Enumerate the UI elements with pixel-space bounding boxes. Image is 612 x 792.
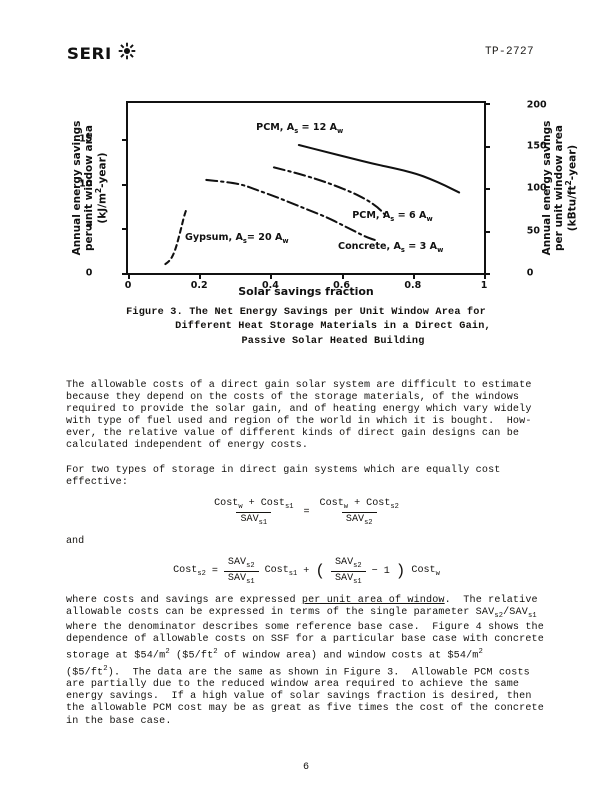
xtick-label-06: 0.6 <box>333 279 351 291</box>
curve-0 <box>297 144 461 194</box>
chart: 0 5 10 15 0 50 100 150 200 <box>0 92 612 298</box>
figure-3: 0 5 10 15 0 50 100 150 200 <box>0 92 612 298</box>
xtick-label-0: 0 <box>124 279 132 291</box>
equation-2-fraction-2: SAVs2 SAVs1 <box>330 557 366 586</box>
equation-2-rparen: ) <box>395 562 406 581</box>
xtick-0 <box>128 273 130 279</box>
curve-2 <box>205 178 379 242</box>
curve-label-pcm-6: PCM, As = 6 Aw <box>352 210 433 223</box>
curve-label-gypsum-text: Gypsum, A <box>184 232 243 244</box>
equation-2-minus-one: − 1 <box>371 565 390 577</box>
xtick-label-02: 0.2 <box>190 279 208 291</box>
ytick-10 <box>122 183 128 186</box>
ytick-right-150 <box>484 145 490 148</box>
paragraph-spacer-1 <box>66 453 547 465</box>
xtick-02 <box>199 273 202 279</box>
figure-caption-line2: Different Heat Storage Materials in a Di… <box>175 321 491 333</box>
xtick-04 <box>270 273 273 279</box>
ytick-right-0 <box>484 273 490 275</box>
curve-1 <box>272 166 386 215</box>
seri-logo-text: SERI <box>66 44 112 63</box>
plot-frame: 0 5 10 15 0 50 100 150 200 <box>71 100 579 298</box>
curve-3 <box>164 206 189 266</box>
ytick-5 <box>122 228 128 231</box>
xtick-1 <box>484 273 486 279</box>
equation-1-equals: = <box>303 506 310 518</box>
equation-1-left-denominator: SAVs1 <box>236 511 272 527</box>
figure-caption-line3: Passive Solar Heated Building <box>241 335 425 347</box>
ytick-right-label-50: 50 <box>526 225 540 236</box>
document-number: TP-2727 <box>484 46 534 58</box>
ytick-right-label-150: 150 <box>526 140 547 151</box>
equation-2-equals: = <box>211 565 218 577</box>
ytick-right-200 <box>484 103 490 105</box>
equation-2-lparen: ( <box>315 562 325 581</box>
ytick-right-label-200: 200 <box>526 99 547 111</box>
page-number: 6 <box>302 762 310 773</box>
curve-label-gypsum: Gypsum, As= 20 Aw <box>184 232 289 246</box>
equation-2: Costs2 = SAVs2 SAVs1 Costs1 + ( SAVs2 SA… <box>66 557 547 586</box>
y-axis-title-right: Annual energy savings per unit window are… <box>540 120 579 256</box>
xtick-label-04: 0.4 <box>261 279 279 291</box>
xtick-label-1: 1 <box>480 279 488 291</box>
curve-label-concrete-text: Concrete, A <box>338 240 401 252</box>
and-connector: and <box>66 535 85 547</box>
curve-label-concrete: Concrete, As = 3 Aw <box>338 240 444 254</box>
ytick-0 <box>122 273 128 275</box>
ytick-right-label-0: 0 <box>526 267 534 279</box>
page-header: SERI TP-2727 <box>0 22 612 63</box>
chart-curves <box>164 144 461 266</box>
body-text: The allowable costs of a direct gain sol… <box>66 380 547 728</box>
equation-1-left-fraction: Costw + Costs1 SAVs1 <box>210 498 297 527</box>
curve-label-pcm-12: PCM, As = 12 Aw <box>256 121 344 135</box>
ytick-right-label-100: 100 <box>526 182 547 194</box>
sun-burst-icon <box>118 42 136 60</box>
equation-1: Costw + Costs1 SAVs1 = Costw + Costs2 SA… <box>66 498 547 527</box>
equation-1-left-numerator: Costw + Costs1 <box>214 497 294 511</box>
curve-label-pcm-12-text: PCM, A <box>256 121 295 133</box>
ytick-label-5: 5 <box>85 222 93 234</box>
equation-2-term-2: Costw <box>411 564 440 578</box>
paragraph-3-post: . The relative allowable costs can be ex… <box>66 595 538 619</box>
ytick-label-15: 15 <box>79 133 93 145</box>
equation-1-right-denominator: SAVs2 <box>341 511 377 527</box>
equation-2-term-1: Costs1 <box>264 564 298 578</box>
paragraph-3-pre: where costs and savings are expressed <box>66 595 302 606</box>
paragraph-3-underlined: per unit area of window <box>301 595 445 606</box>
ytick-15 <box>122 138 128 141</box>
ytick-right-100 <box>484 188 490 190</box>
figure-caption-line1: Figure 3. The Net Energy Savings per Uni… <box>126 307 486 318</box>
y-axis-title-left: Annual energy savings per unit window are… <box>70 120 109 256</box>
equation-2-plus: + <box>303 565 310 577</box>
curve-label-pcm-6-text: PCM, A <box>352 210 391 222</box>
ytick-label-0: 0 <box>85 267 93 279</box>
x-axis-title: Solar savings fraction <box>238 285 374 298</box>
ytick-label-10: 10 <box>79 178 93 190</box>
paragraph-1: The allowable costs of a direct gain sol… <box>66 380 532 452</box>
paragraph-2: For two types of storage in direct gain … <box>66 464 501 488</box>
xtick-label-08: 0.8 <box>404 279 422 291</box>
equation-2-lhs: Costs2 <box>173 564 206 578</box>
xtick-06 <box>341 273 344 279</box>
paragraph-3: where costs and savings are expressed pe… <box>66 595 544 727</box>
figure-caption: Figure 3. The Net Energy Savings per Uni… <box>0 306 612 349</box>
xtick-08 <box>412 273 415 279</box>
ytick-right-50 <box>484 230 490 233</box>
equation-2-fraction-1: SAVs2 SAVs1 <box>223 557 259 586</box>
equation-1-right-fraction: Costw + Costs2 SAVs2 <box>316 498 403 527</box>
equation-1-right-numerator: Costw + Costs2 <box>319 497 399 511</box>
